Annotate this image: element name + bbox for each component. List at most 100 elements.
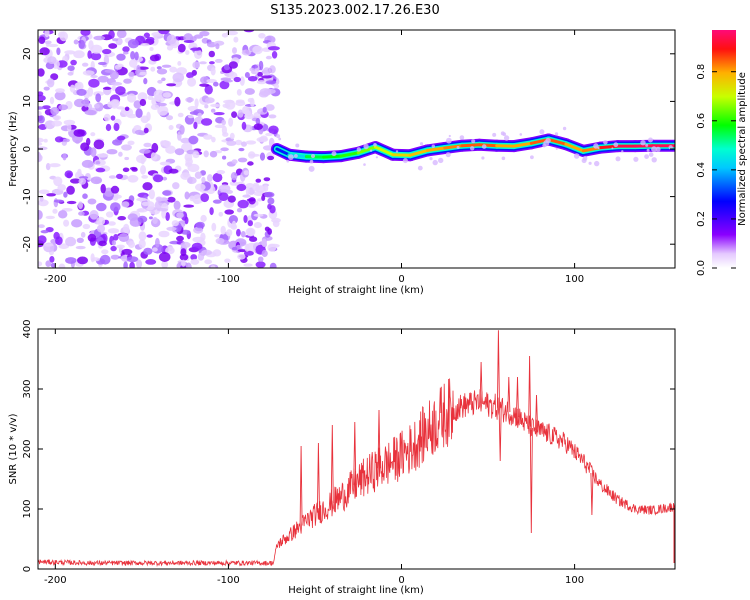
snr-line	[38, 378, 675, 567]
noise-blob	[184, 191, 190, 200]
noise-blob	[87, 233, 97, 242]
noise-blob	[129, 59, 138, 68]
noise-blob	[123, 223, 130, 234]
noise-blob	[156, 102, 167, 107]
snr-panel: -200 -100 0 100 0 100 200 300 400 Height of str…	[8, 319, 676, 596]
noise-blob	[141, 175, 149, 179]
halo-speck	[438, 157, 444, 164]
noise-blob	[241, 49, 252, 56]
noise-blob	[192, 151, 200, 159]
noise-blob	[237, 249, 248, 253]
noise-blob	[67, 71, 74, 76]
noise-blob	[203, 150, 209, 158]
noise-blob	[112, 99, 120, 107]
halo-speck	[295, 143, 300, 148]
noise-blob	[161, 261, 169, 268]
noise-blob	[50, 107, 60, 115]
noise-blob	[220, 147, 229, 152]
snr-spike	[496, 330, 500, 408]
noise-blob	[177, 112, 184, 118]
noise-blob	[190, 47, 202, 51]
noise-blob	[210, 67, 216, 76]
noise-blob	[112, 38, 119, 42]
noise-blob	[199, 30, 210, 37]
signal-trace-segment	[408, 148, 429, 157]
noise-blob	[224, 79, 233, 83]
halo-speck	[646, 148, 650, 152]
noise-blob	[117, 216, 126, 221]
noise-blob	[157, 105, 169, 116]
noise-blob	[47, 56, 57, 64]
noise-blob	[127, 113, 138, 119]
noise-blob	[255, 261, 266, 268]
noise-blob	[116, 106, 125, 110]
noise-blob	[70, 59, 77, 66]
noise-blob	[80, 30, 91, 36]
noise-blob	[185, 157, 193, 166]
noise-blob	[256, 80, 267, 85]
noise-blob	[136, 154, 147, 164]
noise-blob	[267, 46, 280, 51]
noise-blob	[187, 114, 194, 119]
noise-blob	[95, 167, 106, 173]
y-tick-label: 0	[22, 146, 33, 152]
halo-speck	[582, 156, 588, 161]
noise-blob	[185, 50, 190, 55]
noise-blob	[190, 258, 200, 265]
halo-speck	[501, 156, 506, 161]
noise-blob	[183, 204, 195, 208]
noise-blob	[218, 192, 229, 202]
noise-blob	[210, 103, 221, 108]
noise-blob	[213, 112, 225, 116]
halo-speck	[640, 140, 646, 146]
noise-blob	[224, 209, 234, 215]
noise-blob	[231, 111, 238, 118]
noise-blob	[162, 190, 172, 196]
halo-speck	[492, 132, 497, 137]
noise-blob	[38, 36, 46, 44]
noise-blob	[103, 113, 111, 122]
noise-blob	[261, 75, 273, 79]
x-tick-label: 0	[398, 575, 404, 586]
noise-blob	[126, 256, 139, 263]
noise-blob	[258, 60, 264, 71]
noise-blob	[57, 184, 66, 191]
noise-blob	[77, 256, 88, 265]
noise-blob	[138, 239, 146, 249]
noise-blob	[157, 79, 163, 84]
noise-blob	[139, 148, 151, 154]
noise-blob	[161, 77, 166, 82]
noise-blob	[169, 66, 178, 73]
noise-blob	[243, 30, 255, 33]
noise-blob	[233, 76, 241, 83]
noise-blob	[234, 139, 243, 146]
noise-blob	[224, 258, 231, 263]
noise-blob	[259, 135, 268, 142]
noise-blob	[111, 240, 116, 246]
x-tick-label: 100	[565, 575, 584, 586]
noise-blob	[162, 92, 172, 98]
snr-spike	[498, 408, 502, 462]
x-tick-label: -100	[217, 274, 240, 285]
noise-blob	[273, 84, 280, 89]
noise-blob	[204, 259, 213, 265]
noise-blob	[265, 132, 273, 137]
noise-blob	[211, 222, 217, 232]
noise-blob	[248, 153, 260, 157]
noise-blob	[137, 208, 145, 213]
noise-blob	[118, 151, 123, 157]
noise-blob	[121, 201, 130, 208]
signal-trace-segment	[356, 145, 377, 155]
noise-blob	[265, 80, 277, 85]
noise-blob	[95, 161, 101, 165]
noise-blob	[241, 141, 247, 147]
halo-speck	[611, 147, 614, 150]
halo-speck	[655, 146, 661, 152]
noise-blob	[223, 99, 235, 104]
noise-blob	[113, 122, 120, 132]
noise-blob	[168, 168, 179, 174]
noise-blob	[215, 43, 220, 50]
noise-blob	[63, 191, 68, 198]
halo-speck	[519, 133, 523, 136]
halo-speck	[375, 156, 378, 159]
